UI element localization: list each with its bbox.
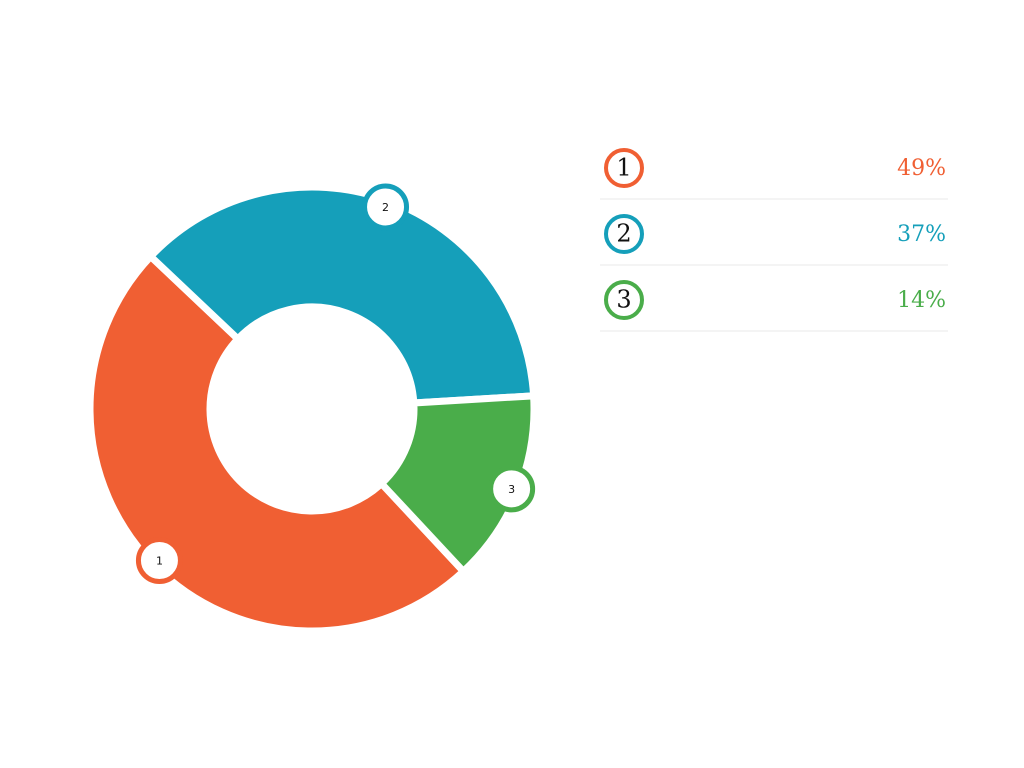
donut-segment (86, 251, 469, 635)
segment-badge (135, 536, 183, 584)
legend-value: 14% (897, 288, 946, 313)
segment-badge-label: 1 (156, 554, 163, 567)
segment-badge-label: 3 (508, 483, 515, 496)
legend-value: 49% (897, 156, 946, 181)
legend-marker (604, 214, 644, 254)
legend-value: 37% (897, 222, 946, 247)
donut-segment (145, 183, 538, 407)
segment-badge (362, 183, 410, 231)
legend-label: 1 (616, 154, 631, 182)
legend-label: 3 (616, 286, 631, 314)
legend-marker (604, 280, 644, 320)
legend-marker (604, 148, 644, 188)
legend-label: 2 (616, 220, 631, 248)
segment-badge (488, 465, 536, 513)
segment-badge-label: 2 (382, 201, 389, 214)
donut-segment (376, 392, 538, 577)
